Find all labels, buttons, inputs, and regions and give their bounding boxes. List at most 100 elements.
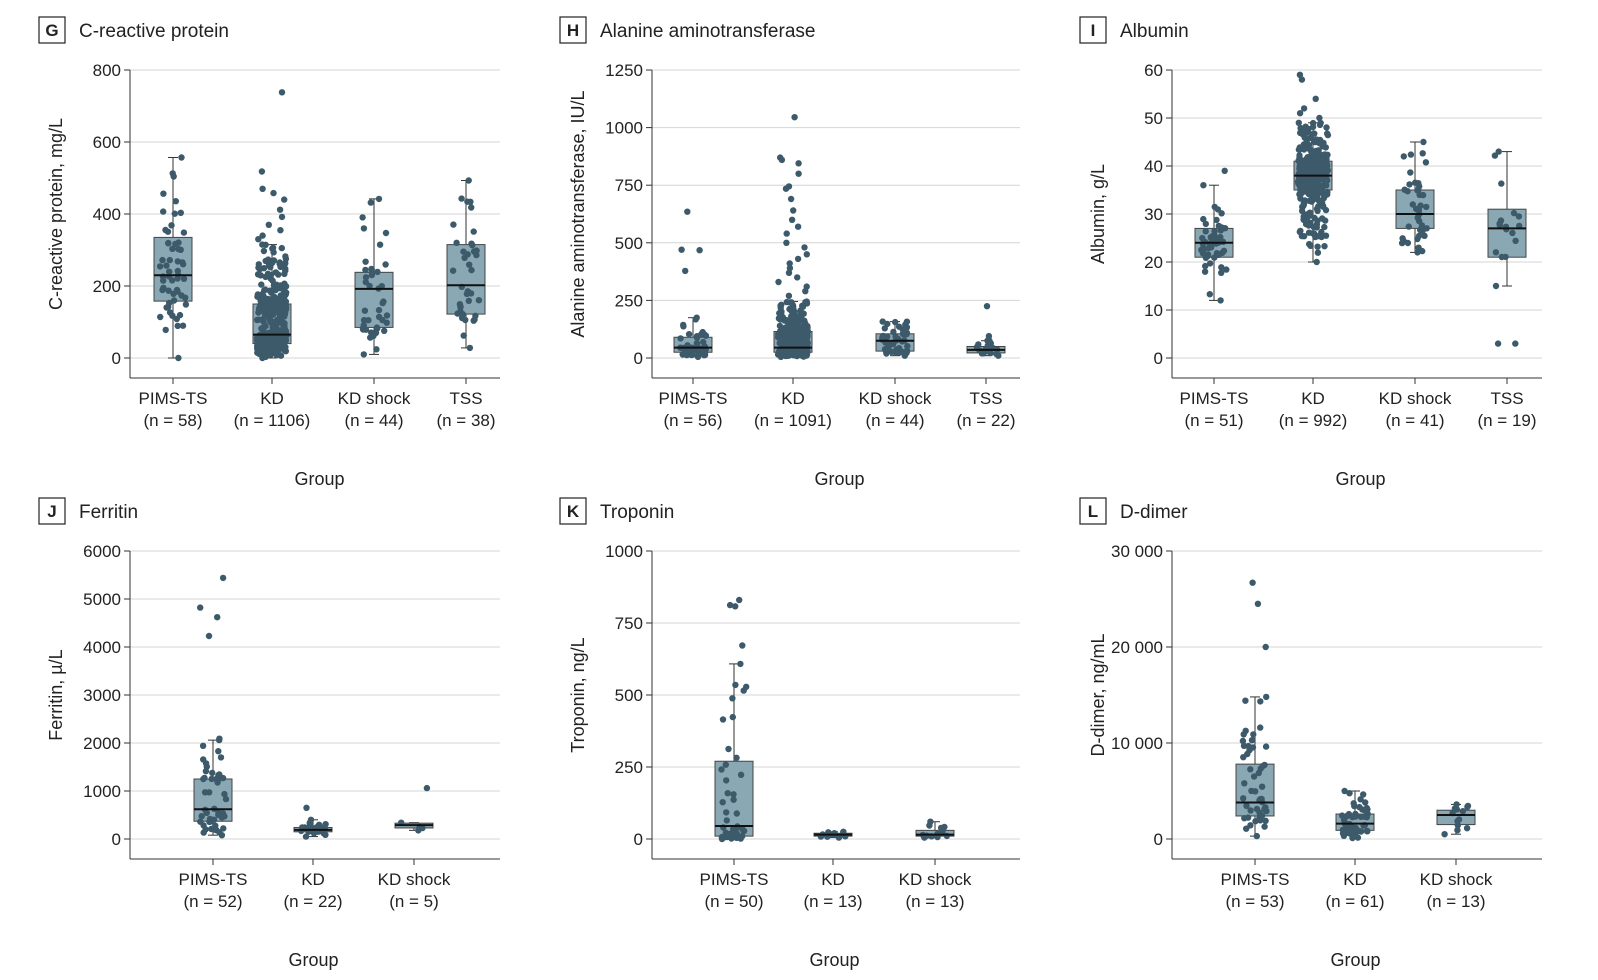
data-point xyxy=(794,274,801,281)
data-point xyxy=(937,824,945,832)
x-axis-title: Group xyxy=(809,950,859,970)
data-point xyxy=(174,322,181,330)
data-point xyxy=(160,190,167,197)
data-point xyxy=(219,574,227,582)
data-point xyxy=(159,256,166,264)
data-point xyxy=(268,318,275,325)
data-point xyxy=(1323,124,1330,131)
data-point xyxy=(470,317,477,324)
data-point xyxy=(785,292,793,299)
y-tick-label: 0 xyxy=(112,830,121,849)
data-point xyxy=(1242,697,1249,704)
data-point xyxy=(1415,244,1422,251)
y-tick-label: 2000 xyxy=(83,734,121,753)
data-point xyxy=(778,350,785,357)
data-point xyxy=(1201,268,1209,275)
data-point xyxy=(273,351,280,359)
data-point xyxy=(457,308,464,315)
data-point xyxy=(987,349,994,357)
data-point xyxy=(1312,95,1319,103)
group-count-label: (n = 992) xyxy=(1279,411,1348,430)
data-point xyxy=(475,297,483,304)
data-point xyxy=(165,287,172,294)
data-point xyxy=(1247,766,1254,773)
data-point xyxy=(797,309,805,316)
y-tick-label: 750 xyxy=(615,176,643,195)
data-point xyxy=(1423,203,1430,211)
data-point xyxy=(1262,743,1270,750)
box-group: KD (n = 13) xyxy=(803,828,863,911)
data-point xyxy=(1262,817,1269,824)
x-tick-label: KD shock xyxy=(338,389,411,408)
data-point xyxy=(786,260,793,267)
data-point xyxy=(360,351,367,358)
data-point xyxy=(1495,148,1502,155)
x-tick-label: KD shock xyxy=(378,870,451,889)
data-point xyxy=(423,784,431,792)
data-point xyxy=(1422,159,1430,166)
data-point xyxy=(733,810,740,817)
data-point xyxy=(378,283,385,290)
data-point xyxy=(258,168,266,175)
y-axis-title: D-dimer, ng/mL xyxy=(1088,633,1108,756)
data-point xyxy=(1213,216,1220,224)
data-point xyxy=(685,331,693,338)
data-point xyxy=(1200,182,1207,189)
x-axis-title: Group xyxy=(288,950,338,970)
panel-letter-box xyxy=(38,497,66,525)
data-point xyxy=(221,813,228,820)
data-point xyxy=(793,349,800,356)
box-group: PIMS-TS (n = 51) xyxy=(1180,167,1248,430)
data-point xyxy=(1309,119,1317,127)
data-point xyxy=(1346,827,1354,834)
data-point xyxy=(382,261,389,268)
data-point xyxy=(926,822,933,829)
data-point xyxy=(902,321,909,328)
data-point xyxy=(729,833,736,840)
data-point xyxy=(1303,211,1310,218)
data-point xyxy=(269,245,276,252)
data-point xyxy=(1218,210,1225,217)
data-point xyxy=(278,213,286,221)
data-point xyxy=(1364,827,1371,835)
data-point xyxy=(1318,185,1325,192)
data-point xyxy=(890,328,897,336)
box-group: PIMS-TS (n = 56) xyxy=(659,208,727,430)
data-point xyxy=(255,316,262,323)
data-point xyxy=(1355,827,1363,835)
data-point xyxy=(776,322,784,330)
data-point xyxy=(280,323,287,330)
data-point xyxy=(791,114,798,121)
y-tick-label: 250 xyxy=(615,291,643,310)
data-point xyxy=(1316,139,1323,147)
data-point xyxy=(255,309,262,316)
data-point xyxy=(973,343,980,351)
data-point xyxy=(179,322,187,329)
data-point xyxy=(1407,169,1414,176)
data-point xyxy=(1254,600,1262,607)
data-point xyxy=(200,829,207,836)
data-point xyxy=(1217,227,1225,234)
y-tick-label: 50 xyxy=(1144,109,1163,128)
data-point xyxy=(739,642,746,649)
data-point xyxy=(1459,808,1467,815)
data-point xyxy=(169,170,176,177)
data-point xyxy=(1240,731,1247,738)
data-point xyxy=(1202,220,1210,228)
panel-letter: G xyxy=(45,21,58,40)
data-point xyxy=(1261,805,1268,813)
data-point xyxy=(1419,150,1426,157)
data-point xyxy=(257,272,264,279)
data-point xyxy=(795,160,802,167)
group-count-label: (n = 41) xyxy=(1385,411,1444,430)
data-point xyxy=(1258,795,1265,803)
data-point xyxy=(777,307,785,315)
data-point xyxy=(1248,737,1256,744)
data-point xyxy=(1346,790,1353,797)
data-point xyxy=(803,351,810,358)
data-point xyxy=(253,334,261,342)
data-point xyxy=(722,761,729,768)
data-point xyxy=(802,331,809,339)
data-point xyxy=(362,266,369,274)
data-point xyxy=(171,210,178,217)
